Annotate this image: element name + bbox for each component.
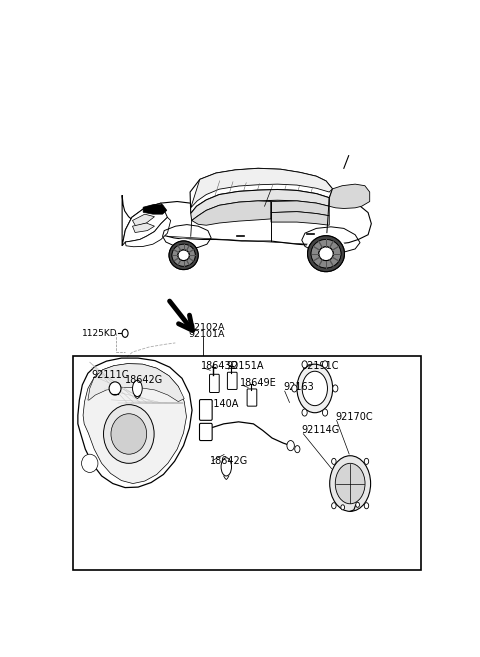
Polygon shape xyxy=(122,195,372,246)
Circle shape xyxy=(292,385,297,392)
Ellipse shape xyxy=(109,382,121,395)
Text: 92151A: 92151A xyxy=(227,361,264,371)
Circle shape xyxy=(341,505,345,510)
Text: 92140A: 92140A xyxy=(202,399,239,409)
Ellipse shape xyxy=(82,454,98,472)
Ellipse shape xyxy=(319,247,333,261)
Polygon shape xyxy=(143,205,167,214)
Polygon shape xyxy=(271,201,329,215)
Ellipse shape xyxy=(308,236,345,271)
Circle shape xyxy=(364,503,369,509)
Text: 18643D: 18643D xyxy=(202,361,240,371)
Text: 92102A: 92102A xyxy=(188,323,225,332)
Circle shape xyxy=(302,409,307,416)
Ellipse shape xyxy=(308,236,345,271)
Text: 1125KD: 1125KD xyxy=(82,328,117,338)
Text: 92191C: 92191C xyxy=(301,361,338,371)
Ellipse shape xyxy=(311,239,341,268)
Bar xyxy=(73,356,421,570)
Polygon shape xyxy=(192,201,271,225)
Polygon shape xyxy=(191,189,329,221)
Circle shape xyxy=(302,371,327,405)
Ellipse shape xyxy=(111,414,147,454)
Polygon shape xyxy=(190,168,333,214)
Circle shape xyxy=(287,441,294,451)
Polygon shape xyxy=(191,168,333,208)
Text: 92163: 92163 xyxy=(283,382,314,392)
Text: 92170C: 92170C xyxy=(335,412,373,422)
Text: 92114G: 92114G xyxy=(301,426,339,436)
Ellipse shape xyxy=(172,244,195,266)
FancyBboxPatch shape xyxy=(200,399,212,420)
Polygon shape xyxy=(132,223,155,233)
Circle shape xyxy=(333,385,338,392)
Ellipse shape xyxy=(169,241,198,269)
Ellipse shape xyxy=(311,239,341,268)
Polygon shape xyxy=(83,364,186,484)
Text: 92101A: 92101A xyxy=(188,330,225,339)
Ellipse shape xyxy=(305,233,347,274)
FancyBboxPatch shape xyxy=(210,374,219,392)
Ellipse shape xyxy=(167,238,201,272)
Ellipse shape xyxy=(172,244,195,266)
Polygon shape xyxy=(78,358,192,487)
FancyBboxPatch shape xyxy=(228,373,237,390)
FancyBboxPatch shape xyxy=(247,389,257,406)
Ellipse shape xyxy=(132,380,142,397)
Ellipse shape xyxy=(104,405,154,463)
Text: 18649E: 18649E xyxy=(240,378,276,388)
Circle shape xyxy=(364,459,369,464)
Circle shape xyxy=(297,364,333,413)
Circle shape xyxy=(323,361,328,368)
Circle shape xyxy=(323,409,328,416)
Circle shape xyxy=(356,502,360,507)
Polygon shape xyxy=(88,364,184,401)
Ellipse shape xyxy=(178,250,189,261)
Polygon shape xyxy=(271,212,329,225)
Circle shape xyxy=(302,361,307,368)
Text: 18642G: 18642G xyxy=(125,375,163,385)
Circle shape xyxy=(330,456,371,511)
Polygon shape xyxy=(122,203,168,246)
Text: 92111C: 92111C xyxy=(92,370,129,380)
Circle shape xyxy=(122,329,128,337)
Circle shape xyxy=(295,445,300,453)
Text: 18642G: 18642G xyxy=(210,456,248,466)
Polygon shape xyxy=(125,217,171,247)
Circle shape xyxy=(335,463,365,504)
Circle shape xyxy=(332,503,336,509)
Ellipse shape xyxy=(319,247,333,261)
Polygon shape xyxy=(132,214,155,226)
Ellipse shape xyxy=(221,458,231,476)
FancyBboxPatch shape xyxy=(200,423,212,441)
Ellipse shape xyxy=(169,241,198,269)
Ellipse shape xyxy=(178,250,189,261)
Circle shape xyxy=(332,459,336,464)
Polygon shape xyxy=(329,184,370,208)
